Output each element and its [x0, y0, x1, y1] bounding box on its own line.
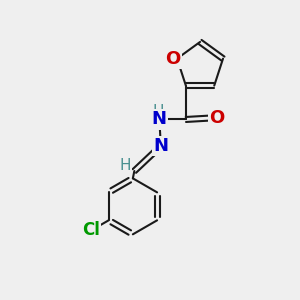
- Text: N: N: [153, 137, 168, 155]
- Text: Cl: Cl: [82, 221, 100, 239]
- Text: H: H: [152, 104, 164, 119]
- Text: O: O: [209, 109, 224, 127]
- Text: N: N: [153, 137, 168, 155]
- Text: H: H: [152, 105, 164, 120]
- Text: O: O: [165, 50, 180, 68]
- Text: N: N: [152, 110, 167, 128]
- Text: O: O: [209, 109, 224, 127]
- Text: N: N: [152, 110, 167, 128]
- Text: H: H: [119, 158, 131, 173]
- Text: O: O: [165, 50, 180, 68]
